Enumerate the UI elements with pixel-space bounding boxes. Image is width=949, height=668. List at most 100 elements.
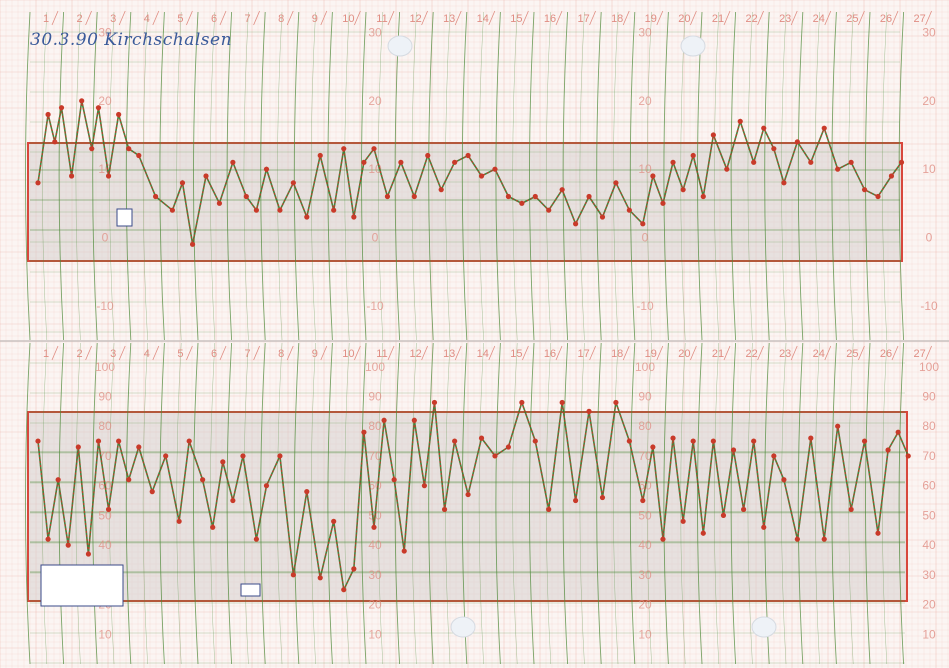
humidity-x-label: 23: [779, 348, 791, 360]
temperature-data-point: [573, 221, 579, 227]
temperature-hour-arc: [92, 11, 98, 341]
humidity-data-point: [835, 423, 841, 429]
humidity-slash: [421, 345, 428, 361]
temperature-hour-arc: [797, 11, 804, 341]
humidity-hour-arc: [596, 342, 602, 665]
humidity-data-point: [176, 518, 182, 524]
temperature-data-point: [761, 125, 767, 131]
temperature-data-point: [751, 159, 757, 165]
blank-box: [40, 564, 124, 607]
temperature-data-point: [230, 159, 236, 165]
temperature-x-label: 1: [43, 13, 49, 25]
humidity-hour-arc: [193, 342, 199, 665]
temperature-hour-arc: [25, 11, 31, 341]
humidity-band: [28, 412, 907, 601]
blank-box: [116, 208, 133, 227]
temperature-slash: [589, 10, 596, 26]
temperature-hour-arc: [613, 11, 619, 341]
temperature-data-point: [861, 187, 868, 193]
temperature-slash: [387, 10, 395, 26]
temperature-data-point: [189, 241, 196, 247]
humidity-data-point: [532, 438, 538, 444]
temperature-hour-arc: [848, 11, 854, 341]
temperature-data-point: [45, 111, 51, 118]
humidity-data-point: [371, 524, 377, 530]
temperature-data-point: [519, 200, 525, 206]
humidity-data-point: [105, 506, 112, 513]
humidity-slash: [454, 345, 462, 361]
humidity-data-point: [751, 438, 757, 444]
temperature-data-point: [216, 200, 223, 206]
temperature-slash: [858, 10, 865, 26]
temperature-hour-arc: [193, 11, 199, 341]
temperature-slash: [790, 10, 798, 26]
temperature-data-point: [243, 193, 249, 200]
temperature-data-point: [136, 152, 142, 159]
temperature-data-point: [52, 139, 58, 145]
humidity-y-label: 50: [638, 508, 652, 522]
humidity-x-label: 22: [745, 348, 757, 360]
chart-decorations: [0, 35, 949, 638]
temperature-data-point: [384, 193, 391, 200]
temperature-data-point: [361, 159, 367, 165]
humidity-data-point: [573, 497, 579, 504]
temperature-hour-arc: [596, 11, 602, 341]
temperature-data-point: [58, 105, 65, 111]
humidity-data-point: [861, 438, 868, 444]
temperature-slash: [286, 10, 294, 26]
humidity-data-point: [351, 566, 357, 572]
temperature-slash: [723, 10, 731, 26]
humidity-data-point: [680, 518, 686, 524]
humidity-x-label: 6: [211, 348, 217, 360]
humidity-data-point: [230, 497, 236, 504]
temperature-hour-arc: [865, 11, 871, 341]
temperature-data-point: [808, 159, 814, 165]
humidity-data-point: [640, 497, 646, 504]
humidity-data-point: [741, 506, 747, 513]
temperature-x-label: 2: [77, 13, 83, 25]
temperature-data-point: [425, 152, 431, 159]
temperature-data-point: [126, 146, 132, 152]
temperature-data-point: [505, 193, 511, 200]
gray-bands: [27, 142, 908, 602]
temperature-x-label: 19: [645, 13, 657, 25]
temperature-hour-arc: [310, 11, 316, 341]
humidity-data-point: [411, 417, 417, 423]
temperature-data-point: [848, 159, 854, 165]
temperature-slash: [421, 10, 428, 26]
temperature-hour-arc: [42, 11, 48, 341]
temperature-data-point: [371, 146, 377, 152]
humidity-data-point: [794, 536, 800, 542]
humidity-slash: [757, 345, 764, 361]
humidity-hour-arc: [562, 342, 569, 665]
temperature-data-point: [670, 159, 676, 165]
humidity-data-point: [381, 417, 387, 423]
temperature-data-point: [794, 139, 800, 145]
temperature-x-label: 17: [577, 13, 589, 25]
humidity-slash: [354, 345, 361, 361]
temperature-slash: [253, 10, 260, 26]
humidity-hour-arc: [613, 342, 619, 665]
humidity-data-point: [35, 438, 41, 444]
humidity-data-point: [240, 453, 246, 459]
temperature-slash: [522, 10, 529, 26]
humidity-hour-arc: [478, 342, 484, 665]
temperature-hour-arc: [260, 11, 266, 341]
humidity-data-point: [163, 453, 169, 459]
temperature-data-point: [304, 214, 310, 220]
temperature-data-point: [317, 152, 323, 159]
humidity-data-point: [75, 444, 81, 450]
temperature-x-label: 26: [880, 13, 892, 25]
temperature-x-label: 16: [544, 13, 556, 25]
humidity-hour-arc: [210, 342, 216, 665]
temperature-hour-arc: [747, 11, 753, 341]
humidity-hour-arc: [277, 342, 283, 665]
temperature-x-label: 24: [813, 13, 825, 25]
humidity-data-point: [421, 483, 427, 489]
temperature-data-point: [89, 146, 95, 152]
humidity-y-label: 30: [368, 568, 382, 582]
temperature-slash: [757, 10, 764, 26]
temperature-data-point: [153, 193, 159, 200]
temperature-data-point: [492, 166, 498, 172]
humidity-data-point: [220, 459, 226, 465]
